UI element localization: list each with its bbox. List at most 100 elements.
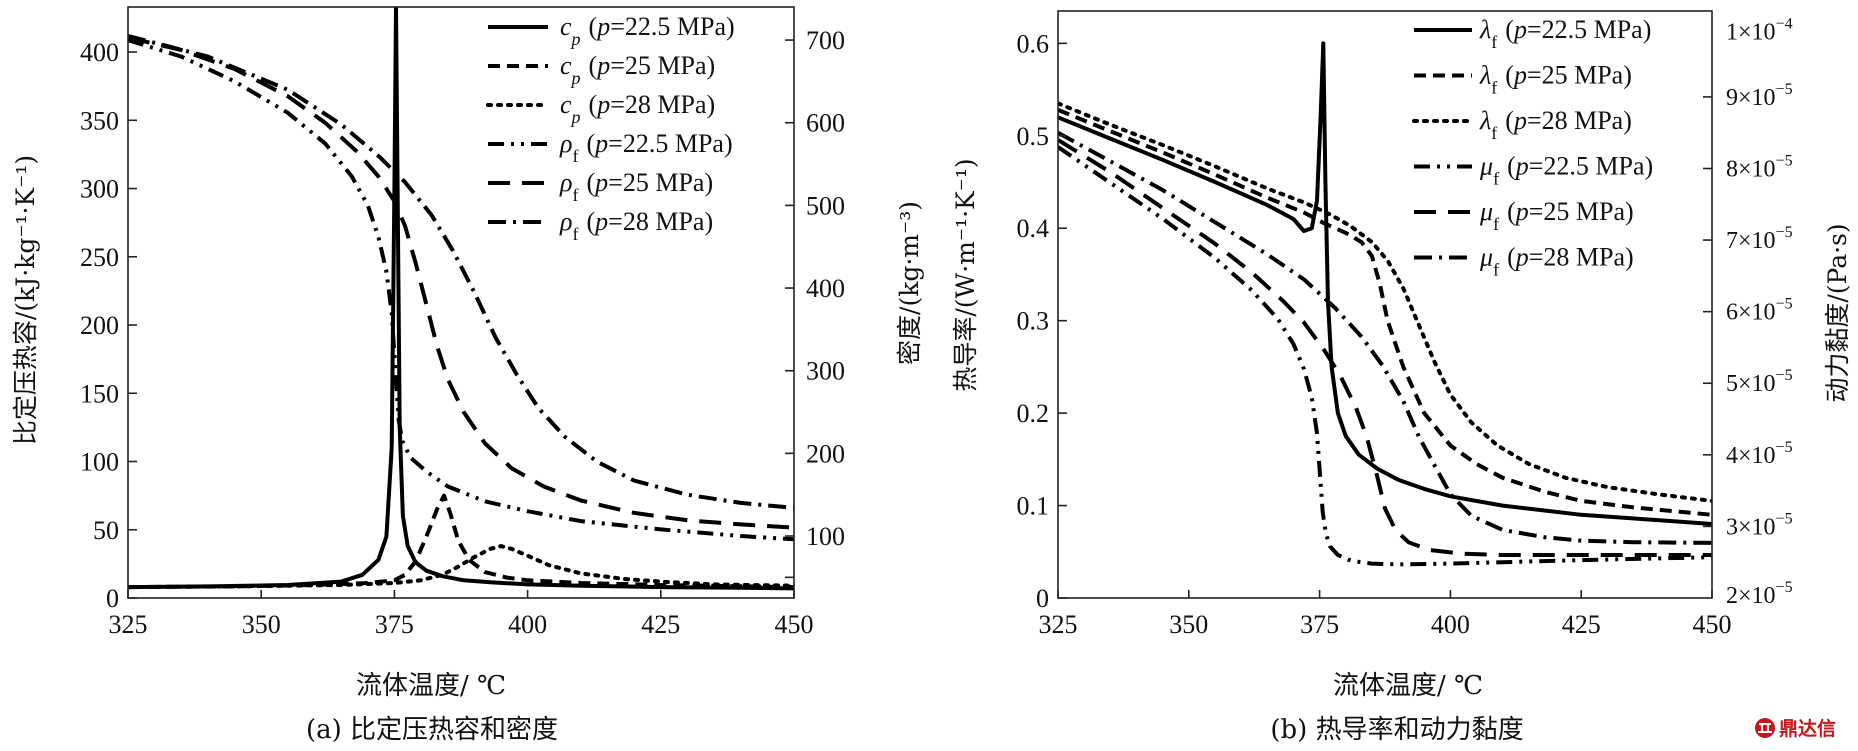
y-tick-label: 400 xyxy=(80,38,119,67)
x-tick-label: 425 xyxy=(641,610,680,639)
plot-frame-b xyxy=(1057,10,1713,599)
legend-entry: μf (p=22.5 MPa) xyxy=(1414,152,1653,189)
legend-label: ρf (p=22.5 MPa) xyxy=(559,129,733,166)
legend-label: λf (p=25 MPa) xyxy=(1479,61,1632,98)
caption-a: (a) 比定压热容和密度 xyxy=(306,715,558,745)
y2-tick-label: 500 xyxy=(806,191,845,220)
y-tick-label: 0.4 xyxy=(1017,214,1050,243)
y-tick-label: 200 xyxy=(80,311,119,340)
x-tick-label: 325 xyxy=(109,610,148,639)
x-tick-label: 375 xyxy=(375,610,414,639)
y2-tick-label: 700 xyxy=(806,26,845,55)
y2-tick-label: 4×10−5 xyxy=(1726,439,1793,469)
chart-panel-a: 325 350 375 400 425 450 0 50 100 150 200 250 300 350 4… xyxy=(11,6,924,745)
legend-label: μf (p=28 MPa) xyxy=(1479,243,1634,280)
series-line-c-25 xyxy=(128,493,794,590)
axis-ticks-a: 325 350 375 400 425 450 0 50 100 150 200 250 300 350 4… xyxy=(80,26,845,639)
caption-b: (b) 热导率和动力黏度 xyxy=(1270,715,1523,745)
plot-curves-a xyxy=(128,7,794,591)
plot-frame-a xyxy=(127,6,795,599)
legend-entry: μf (p=28 MPa) xyxy=(1414,243,1634,280)
x-tick-label: 325 xyxy=(1039,610,1078,639)
series-line-λ-28 xyxy=(1058,101,1712,503)
series-line-ρ-25 xyxy=(128,35,794,530)
x-axis-title-a: 流体温度/ ℃ xyxy=(356,671,506,701)
y-tick-label: 0.2 xyxy=(1017,399,1050,428)
y-tick-label: 0 xyxy=(1036,584,1049,613)
y2-tick-label: 100 xyxy=(806,522,845,551)
x-tick-label: 375 xyxy=(1300,610,1339,639)
x-tick-label: 400 xyxy=(508,610,547,639)
y2-tick-label: 5×10−5 xyxy=(1726,367,1793,397)
y-tick-label: 50 xyxy=(93,516,119,545)
series-line-λ-25 xyxy=(1058,108,1712,517)
legend-entry: ρf (p=28 MPa) xyxy=(488,207,713,244)
legend-entry: λf (p=22.5 MPa) xyxy=(1414,15,1651,52)
watermark-logo: 鼎达信 xyxy=(1755,717,1836,740)
y2-tick-label: 400 xyxy=(806,274,845,303)
y-tick-label: 0.1 xyxy=(1017,492,1050,521)
y-tick-label: 350 xyxy=(80,106,119,135)
legend-entry: λf (p=28 MPa) xyxy=(1412,106,1632,143)
legend-b: λf (p=22.5 MPa) λf (p=25 MPa) λf (p=28 MPa) μf… xyxy=(1412,15,1653,280)
y-tick-label: 0 xyxy=(106,584,119,613)
y-tick-label: 0.3 xyxy=(1017,307,1050,336)
y2-tick-label: 3×10−5 xyxy=(1726,510,1793,540)
watermark-text: 鼎达信 xyxy=(1779,717,1836,740)
legend-entry: cp (p=22.5 MPa) xyxy=(488,12,735,49)
y-axis-title-right-a: 密度/(kg·m⁻³) xyxy=(895,201,924,365)
x-axis-title-b: 流体温度/ ℃ xyxy=(1333,671,1483,701)
legend-label: μf (p=25 MPa) xyxy=(1479,197,1634,234)
legend-label: μf (p=22.5 MPa) xyxy=(1479,152,1653,189)
series-line-c-28 xyxy=(128,544,794,590)
x-tick-label: 350 xyxy=(1169,610,1208,639)
series-line-μ-28 xyxy=(1058,130,1712,545)
legend-label: cp (p=22.5 MPa) xyxy=(560,12,735,49)
x-tick-label: 425 xyxy=(1562,610,1601,639)
y-tick-label: 300 xyxy=(80,175,119,204)
y-tick-label: 0.6 xyxy=(1017,29,1050,58)
y2-tick-label: 8×10−5 xyxy=(1726,152,1793,182)
chart-panel-b: 325 350 375 400 425 450 0 0.1 0.2 0.3 0.4 0.5 0.6 2×1… xyxy=(951,10,1852,745)
legend-entry: ρf (p=25 MPa) xyxy=(488,168,713,205)
y2-tick-label: 600 xyxy=(806,109,845,138)
legend-label: ρf (p=28 MPa) xyxy=(559,207,713,244)
y-tick-label: 150 xyxy=(80,379,119,408)
legend-entry: λf (p=25 MPa) xyxy=(1414,61,1632,98)
y-axis-title-right-b: 动力黏度/(Pa·s) xyxy=(1823,223,1852,402)
y-tick-label: 250 xyxy=(80,243,119,272)
series-line-c-22.5 xyxy=(128,7,794,591)
y-tick-label: 0.5 xyxy=(1017,122,1050,151)
plot-curves-b xyxy=(1058,41,1712,567)
x-tick-label: 350 xyxy=(242,610,281,639)
legend-label: λf (p=28 MPa) xyxy=(1479,106,1632,143)
y2-tick-label: 200 xyxy=(806,439,845,468)
legend-label: λf (p=22.5 MPa) xyxy=(1479,15,1651,52)
legend-label: cp (p=28 MPa) xyxy=(560,90,715,127)
x-tick-label: 400 xyxy=(1431,610,1470,639)
series-line-ρ-28 xyxy=(128,33,794,510)
series-line-μ-22.5 xyxy=(1058,145,1712,567)
y2-tick-label: 2×10−5 xyxy=(1726,579,1793,609)
legend-entry: ρf (p=22.5 MPa) xyxy=(488,129,733,166)
legend-entry: cp (p=25 MPa) xyxy=(488,51,715,88)
y2-tick-label: 300 xyxy=(806,357,845,386)
y2-tick-label: 1×10−4 xyxy=(1726,15,1793,45)
x-tick-label: 450 xyxy=(775,610,814,639)
legend-label: ρf (p=25 MPa) xyxy=(559,168,713,205)
x-tick-label: 450 xyxy=(1693,610,1732,639)
y-tick-label: 100 xyxy=(80,448,119,477)
legend-a: cp (p=22.5 MPa)cp (p=25 MPa)cp (p=28 MPa)ρf… xyxy=(486,12,735,244)
legend-entry: cp (p=28 MPa) xyxy=(486,90,715,127)
watermark-emblem-icon xyxy=(1755,718,1775,738)
y-axis-title-left-b: 热导率/(W·m⁻¹·K⁻¹) xyxy=(951,158,980,391)
y2-tick-label: 9×10−5 xyxy=(1726,81,1793,111)
legend-label: cp (p=25 MPa) xyxy=(560,51,715,88)
y2-tick-label: 6×10−5 xyxy=(1726,296,1793,326)
axis-ticks-b: 325 350 375 400 425 450 0 0.1 0.2 0.3 0.4 0.5 0.6 2×1… xyxy=(1017,15,1793,639)
y2-tick-label: 7×10−5 xyxy=(1726,224,1793,254)
y-axis-title-left-a: 比定压热容/(kJ·kg⁻¹·K⁻¹) xyxy=(11,155,40,445)
legend-entry: μf (p=25 MPa) xyxy=(1414,197,1634,234)
watermark-emblem-glyph xyxy=(1758,723,1772,733)
